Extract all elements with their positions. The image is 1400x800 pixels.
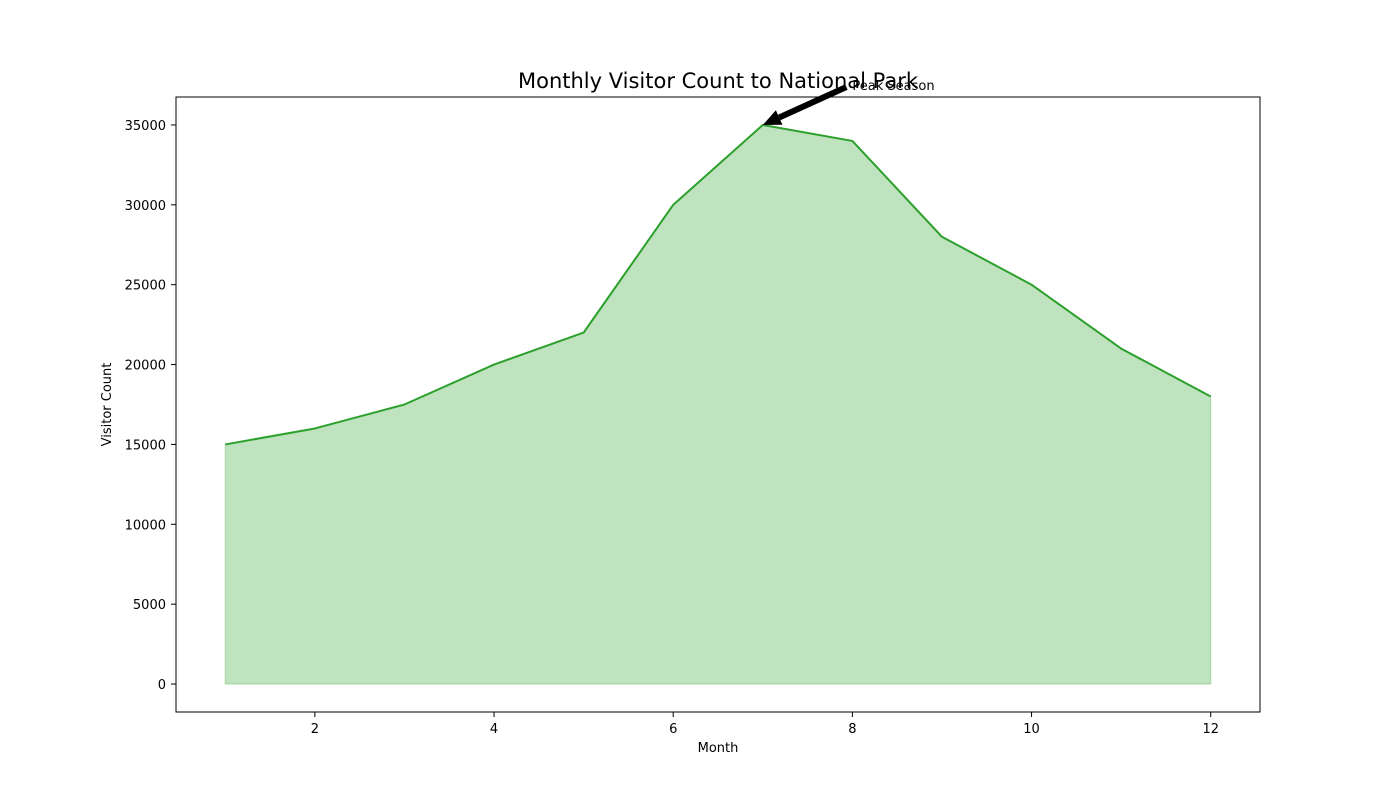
x-tick-label: 8 <box>848 722 856 737</box>
plot-layer <box>224 123 1212 685</box>
y-tick-label: 15000 <box>125 438 166 453</box>
y-tick-label: 30000 <box>125 199 166 214</box>
annotation-arrow-shaft <box>777 84 848 121</box>
annotation-arrow-head <box>762 110 783 125</box>
x-tick-label: 10 <box>1023 722 1040 737</box>
chart-title: Monthly Visitor Count to National Park <box>518 69 919 93</box>
series-line-0 <box>225 123 1212 446</box>
y-tick-label: 10000 <box>125 518 166 533</box>
x-tick-label: 4 <box>490 722 498 737</box>
y-axis-label: Visitor Count <box>100 363 115 447</box>
x-tick-label: 12 <box>1202 722 1219 737</box>
y-tick-label: 35000 <box>125 119 166 134</box>
plot-frame <box>175 96 1261 713</box>
y-tick-label: 0 <box>158 678 166 693</box>
annotation-layer: Peak Season <box>762 79 935 125</box>
annotation-label: Peak Season <box>852 79 934 94</box>
x-tick-label: 6 <box>669 722 677 737</box>
y-tick-label: 5000 <box>133 598 166 613</box>
x-axis-label: Month <box>698 741 739 756</box>
ticks-layer: 2 4 6 8 10 12 0 5000 10000 15000 20000 25000 30000 35… <box>125 119 1219 737</box>
y-tick-label: 25000 <box>125 279 166 294</box>
x-tick-label: 2 <box>311 722 319 737</box>
y-tick-label: 20000 <box>125 359 166 374</box>
